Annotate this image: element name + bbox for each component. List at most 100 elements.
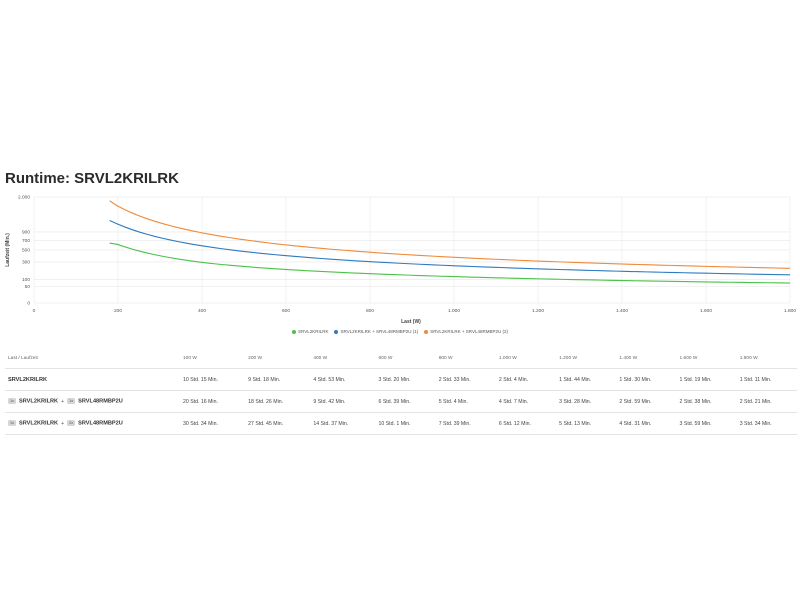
runtime-cell: 3 Std. 59 Min. <box>676 412 737 435</box>
legend-label: SRVL2KRILRK + SRVL48RMBP2U (2) <box>430 329 508 334</box>
page-title: Runtime: SRVL2KRILRK <box>5 170 179 187</box>
table-row: 1x SRVL2KRILRK +1x SRVL48RMBP2U 20 Std. 16 M… <box>5 390 797 413</box>
product-name: SRVL48RMBP2U <box>78 420 123 427</box>
y-tick-label: 0 <box>27 301 30 307</box>
table-column-header: 1.800 W <box>736 348 797 369</box>
series-line <box>109 242 791 284</box>
legend-marker <box>424 329 429 334</box>
runtime-cell: 14 Std. 37 Min. <box>310 412 376 435</box>
x-tick-label: 1.400 <box>616 308 628 314</box>
x-tick-label: 600 <box>282 308 290 314</box>
legend-entry[interactable]: SRVL2KRILRK + SRVL48RMBP2U (2) <box>424 329 508 334</box>
chart-lines <box>109 200 791 284</box>
y-tick-label: 2.000 <box>18 195 30 201</box>
runtime-cell: 30 Std. 34 Min. <box>180 412 246 435</box>
table-row: SRVL2KRILRK 10 Std. 15 Min. 9 Std. 18 Min.… <box>5 368 797 391</box>
runtime-cell: 1 Std. 11 Min. <box>736 368 797 391</box>
runtime-cell: 10 Std. 1 Min. <box>375 412 436 435</box>
legend-marker <box>334 329 339 334</box>
quantity-badge: 2x <box>67 420 76 427</box>
runtime-cell: 2 Std. 59 Min. <box>616 390 677 413</box>
product-name: SRVL2KRILRK <box>19 420 59 427</box>
runtime-cell: 6 Std. 39 Min. <box>375 390 436 413</box>
x-axis-ticks: 0 200 400 600 800 1.000 1.200 1.400 1.600 1.800 <box>33 308 797 314</box>
x-tick-label: 400 <box>198 308 206 314</box>
quantity-badge: 1x <box>8 420 17 427</box>
chart-legend: SRVL2KRILRK SRVL2KRILRK + SRVL48RMBP2U (1… <box>0 329 800 334</box>
table-column-header: 1.400 W <box>616 348 677 369</box>
runtime-cell: 3 Std. 34 Min. <box>736 412 797 435</box>
configuration-cell: 1x SRVL2KRILRK +2x SRVL48RMBP2U <box>5 412 180 435</box>
legend-entry[interactable]: SRVL2KRILRK <box>292 329 328 334</box>
table-header-row: Last / Laufzeit 100 W 200 W 400 W 600 W 800 … <box>5 348 797 369</box>
runtime-cell: 2 Std. 33 Min. <box>435 368 496 391</box>
runtime-cell: 4 Std. 31 Min. <box>616 412 677 435</box>
quantity-badge: 1x <box>8 398 17 405</box>
x-tick-label: 800 <box>366 308 374 314</box>
runtime-cell: 9 Std. 18 Min. <box>245 368 311 391</box>
runtime-cell: 10 Std. 15 Min. <box>180 368 246 391</box>
x-tick-label: 200 <box>114 308 122 314</box>
x-tick-label: 0 <box>33 308 36 314</box>
x-tick-label: 1.600 <box>700 308 712 314</box>
runtime-cell: 27 Std. 45 Min. <box>245 412 311 435</box>
runtime-cell: 1 Std. 44 Min. <box>556 368 617 391</box>
runtime-cell: 1 Std. 30 Min. <box>616 368 677 391</box>
table-column-header: 1.000 W <box>495 348 557 369</box>
series-line <box>109 220 791 276</box>
runtime-cell: 7 Std. 39 Min. <box>435 412 496 435</box>
y-tick-label: 500 <box>22 248 30 254</box>
y-axis-label: Laufzeit (Min.) <box>5 233 11 267</box>
runtime-cell: 18 Std. 26 Min. <box>245 390 311 413</box>
x-axis-label: Last (W) <box>401 319 421 325</box>
y-tick-label: 900 <box>22 229 30 235</box>
x-tick-label: 1.000 <box>448 308 460 314</box>
y-tick-label: 700 <box>22 238 30 244</box>
series-line <box>109 200 791 269</box>
runtime-cell: 5 Std. 13 Min. <box>556 412 617 435</box>
legend-entry[interactable]: SRVL2KRILRK + SRVL48RMBP2U (1) <box>334 329 418 334</box>
y-tick-label: 100 <box>22 277 30 283</box>
plus-sign: + <box>61 420 65 427</box>
runtime-cell: 2 Std. 21 Min. <box>736 390 797 413</box>
legend-label: SRVL2KRILRK + SRVL48RMBP2U (1) <box>340 329 419 334</box>
runtime-cell: 2 Std. 4 Min. <box>495 368 557 391</box>
runtime-cell: 6 Std. 12 Min. <box>495 412 557 435</box>
runtime-cell: 20 Std. 16 Min. <box>180 390 246 413</box>
table-column-header: 800 W <box>435 348 496 369</box>
table-row: 1x SRVL2KRILRK +2x SRVL48RMBP2U 30 Std. 34 M… <box>5 412 797 435</box>
table-column-header: 200 W <box>245 348 311 369</box>
quantity-badge: 1x <box>67 398 76 405</box>
table-column-header: 100 W <box>180 348 246 369</box>
x-tick-label: 1.800 <box>784 308 796 314</box>
runtime-cell: 9 Std. 42 Min. <box>310 390 376 413</box>
runtime-cell: 4 Std. 53 Min. <box>310 368 376 391</box>
y-tick-label: 300 <box>22 260 30 266</box>
runtime-cell: 3 Std. 20 Min. <box>375 368 436 391</box>
legend-marker <box>292 329 297 334</box>
product-name: SRVL48RMBP2U <box>78 398 123 405</box>
runtime-cell: 2 Std. 38 Min. <box>676 390 737 413</box>
table-body: SRVL2KRILRK 10 Std. 15 Min. 9 Std. 18 Min.… <box>5 368 797 435</box>
x-tick-label: 1.200 <box>532 308 544 314</box>
table-header-label: Last / Laufzeit <box>5 348 180 369</box>
runtime-table: Last / Laufzeit 100 W 200 W 400 W 600 W 800 … <box>5 348 797 435</box>
plus-sign: + <box>61 398 65 405</box>
chart-grid <box>33 196 791 304</box>
product-name: SRVL2KRILRK <box>8 376 48 383</box>
table-column-header: 400 W <box>310 348 376 369</box>
table-column-header: 1.600 W <box>676 348 737 369</box>
configuration-cell: 1x SRVL2KRILRK +1x SRVL48RMBP2U <box>5 390 180 413</box>
runtime-cell: 3 Std. 28 Min. <box>556 390 617 413</box>
y-tick-label: 50 <box>25 284 31 290</box>
runtime-cell: 1 Std. 19 Min. <box>676 368 737 391</box>
runtime-cell: 4 Std. 7 Min. <box>495 390 557 413</box>
runtime-cell: 5 Std. 4 Min. <box>435 390 496 413</box>
product-name: SRVL2KRILRK <box>19 398 59 405</box>
table-column-header: 600 W <box>375 348 436 369</box>
table-column-header: 1.200 W <box>556 348 617 369</box>
configuration-cell: SRVL2KRILRK <box>5 368 180 391</box>
legend-label: SRVL2KRILRK <box>298 329 329 334</box>
